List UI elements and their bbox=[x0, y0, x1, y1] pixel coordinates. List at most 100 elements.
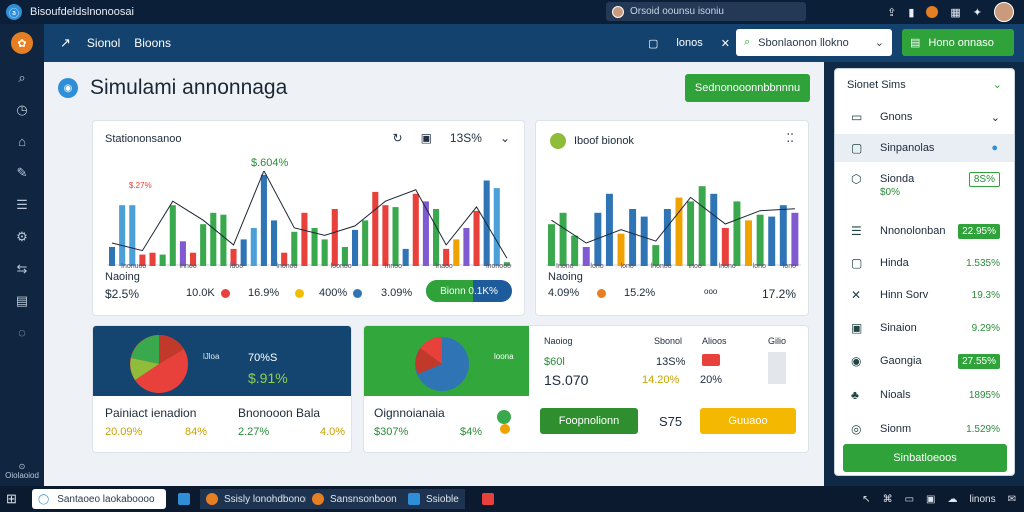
export-icon[interactable]: ▣ bbox=[420, 131, 432, 145]
refresh-icon[interactable]: ↻ bbox=[392, 131, 403, 145]
primary-action-button[interactable]: Sednonooonnbbnnnu bbox=[685, 74, 810, 102]
trend-line bbox=[551, 196, 795, 244]
right-panel-item-value: 8S% bbox=[968, 171, 1000, 187]
chart-bar bbox=[311, 228, 318, 266]
list-icon[interactable]: ☰ bbox=[16, 197, 28, 212]
right-panel-item[interactable]: ▣ Sinaion 9.29% bbox=[835, 314, 1014, 342]
right-panel-item[interactable]: ♣ Nioals 1895% bbox=[835, 381, 1014, 409]
card-action-button[interactable]: Foopnolionn bbox=[540, 408, 638, 434]
title-search-box[interactable]: Orsoid oounsu isoniu bbox=[606, 2, 806, 21]
right-panel-item[interactable]: ✕ Hinn Sorv 19.3% bbox=[835, 281, 1014, 309]
lock-icon[interactable]: ▢ bbox=[648, 37, 659, 50]
taskbar-search[interactable]: ◯ Santaoeo laokaboooo bbox=[32, 489, 166, 509]
right-panel-item-value: 1895% bbox=[968, 389, 1000, 401]
right-panel-item-label: Nioals bbox=[880, 389, 911, 401]
app-icon-3[interactable] bbox=[482, 493, 494, 505]
browser-icon-2[interactable] bbox=[312, 493, 324, 505]
notification-icon[interactable] bbox=[926, 6, 939, 18]
col-header-4: Gilio bbox=[768, 336, 787, 346]
stat-value-2: 4.09% bbox=[548, 287, 580, 299]
kpi-label-1: Painiact ienadion bbox=[105, 406, 197, 420]
right-panel-item[interactable]: ▭ Gnons ⌄ bbox=[835, 103, 1014, 131]
status-pill-button[interactable]: Bionn 0.1K% bbox=[426, 280, 512, 302]
windows-start-icon[interactable]: ⊞ bbox=[6, 491, 17, 506]
right-panel-button[interactable]: Sinbatloeoos bbox=[843, 444, 1007, 472]
chevron-down-icon[interactable]: ⌄ bbox=[992, 79, 1002, 91]
puzzle-icon[interactable]: ✦ bbox=[972, 6, 982, 19]
tick-label: Inonuoo bbox=[121, 263, 147, 270]
document-icon[interactable]: ▤ bbox=[15, 293, 29, 308]
rail-bottom-label[interactable]: ⊙ Oiolaoiod bbox=[5, 462, 39, 480]
battery-icon[interactable]: ▭ bbox=[904, 493, 915, 505]
app-icon-2[interactable] bbox=[408, 493, 420, 505]
grid-icon[interactable]: ▦ bbox=[950, 6, 961, 19]
chart-icon[interactable]: ↗ bbox=[60, 35, 71, 50]
orange-dot-icon bbox=[597, 288, 607, 298]
taskbar-item-2[interactable]: Sansnsonboon bbox=[330, 493, 397, 505]
right-panel-item[interactable]: ▢ Sinpanolas ● bbox=[835, 134, 1014, 162]
chart-bar bbox=[687, 201, 695, 266]
chart-bar bbox=[721, 228, 729, 266]
taskbar-item-1[interactable]: Ssisly lonohdbonon bbox=[224, 493, 311, 505]
pin-icon[interactable]: ✎ bbox=[16, 165, 28, 180]
chart-bar bbox=[362, 220, 369, 266]
chevron-down-icon[interactable]: ⌄ bbox=[499, 131, 510, 145]
right-panel-item[interactable]: ☰ Nnonolonban 22.95% bbox=[835, 217, 1014, 245]
tick-label: lnono bbox=[718, 263, 736, 270]
taskbar: ⊞ ◯ Santaoeo laokaboooo Ssisly lonohdbon… bbox=[0, 486, 1024, 512]
tab-sionol[interactable]: Sionol bbox=[86, 36, 121, 50]
volume-icon[interactable]: ▣ bbox=[926, 493, 936, 505]
tab-bioons[interactable]: Bioons bbox=[134, 36, 171, 50]
nav-icon-label[interactable]: lonos bbox=[676, 37, 703, 49]
cell-5: 20% bbox=[700, 374, 723, 386]
stat-1: 10.0K bbox=[186, 287, 215, 299]
cloud-icon[interactable]: ☁ bbox=[947, 493, 958, 505]
right-panel-item[interactable]: ▢ Hinda 1.535% bbox=[835, 249, 1014, 277]
chart-bar bbox=[139, 254, 146, 266]
settings-icon[interactable]: ⚙ bbox=[16, 229, 28, 244]
chat-icon[interactable]: ◌ bbox=[18, 325, 26, 340]
app-icon[interactable] bbox=[178, 493, 190, 505]
chart-bar bbox=[291, 231, 298, 266]
right-panel-item[interactable]: ◎ Sionm 1.529% bbox=[835, 415, 1014, 443]
share-icon[interactable]: ⇪ bbox=[887, 6, 897, 19]
right-panel-item[interactable]: ⬡ Sionda 8S% $0% bbox=[835, 165, 1014, 198]
stat-label: Naoing bbox=[105, 271, 140, 283]
filter-select[interactable]: ⌕ Sbonlaonon llokno ⌄ bbox=[736, 29, 892, 56]
chat-icon[interactable]: ✉ bbox=[1007, 493, 1016, 505]
tick-label: lono bbox=[782, 263, 796, 270]
close-icon[interactable]: ✕ bbox=[720, 37, 730, 50]
pointer-icon[interactable]: ↖ bbox=[862, 493, 871, 505]
browser-icon[interactable] bbox=[206, 493, 218, 505]
clock-icon[interactable]: ◷ bbox=[16, 102, 28, 117]
share-icon[interactable]: ⇆ bbox=[16, 261, 28, 276]
chart-bar bbox=[169, 205, 176, 266]
bank-icon[interactable]: ⌂ bbox=[18, 134, 26, 149]
chevron-down-icon[interactable]: ⌄ bbox=[990, 111, 1000, 124]
chart-bar bbox=[412, 193, 419, 266]
stat-2: 16.9% bbox=[248, 287, 280, 299]
chart-bar bbox=[352, 229, 359, 266]
search-icon[interactable]: ⌕ bbox=[18, 70, 26, 85]
kpi-label-4: Oignnoianaia bbox=[374, 406, 445, 420]
chart-bar bbox=[159, 254, 166, 266]
yellow-dot-icon bbox=[295, 288, 305, 298]
green-dot-icon bbox=[497, 410, 511, 424]
profile-avatar[interactable] bbox=[994, 2, 1014, 22]
header-action-button[interactable]: ▤ Hono onnaso bbox=[902, 29, 1014, 56]
bookmark-icon[interactable]: ▮ bbox=[908, 6, 915, 19]
right-panel-item[interactable]: ◉ Gaongia 27.55% bbox=[835, 347, 1014, 375]
chart-bar bbox=[605, 193, 613, 266]
right-panel-item-value: 9.29% bbox=[971, 322, 1000, 334]
network-icon[interactable]: ⌘ bbox=[882, 493, 893, 505]
right-panel-item-value: 1.529% bbox=[966, 423, 1000, 435]
app-logo-icon[interactable]: ✿ bbox=[11, 32, 33, 54]
right-panel: Sionet Sims ⌄ ▭ Gnons ⌄ ▢ Sinpanolas ● ⬡ Sionda… bbox=[834, 68, 1015, 476]
tick-label: ldoo bbox=[229, 263, 244, 270]
tick-label: lono bbox=[590, 263, 604, 270]
chart-bar bbox=[119, 205, 126, 266]
more-icon[interactable]: ⁚⁚ bbox=[786, 131, 794, 145]
taskbar-item-3[interactable]: Ssioble bbox=[426, 493, 459, 505]
card-secondary-button[interactable]: Guuaoo bbox=[700, 408, 796, 434]
right-panel-item-value: 22.95% bbox=[958, 223, 1000, 239]
